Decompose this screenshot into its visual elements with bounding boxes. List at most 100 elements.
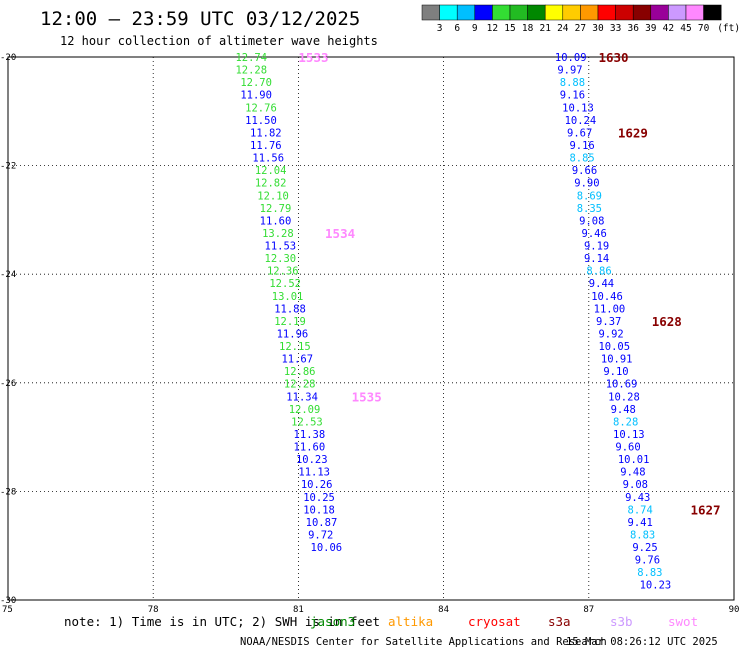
swh-label: 11.50 [245, 115, 277, 127]
swh-label: 9.97 [557, 64, 582, 76]
swh-label: 12.79 [260, 203, 292, 215]
pass-label: 1534 [325, 226, 355, 241]
swh-label: 9.41 [628, 517, 653, 529]
colorbar-swatch [527, 4, 546, 21]
swh-label: 9.66 [572, 165, 597, 177]
swh-label: 11.00 [594, 303, 626, 315]
colorbar-level: 33 [610, 23, 621, 34]
swh-label: 12.76 [245, 102, 277, 114]
footer-timestamp: 15 Mar 08:26:12 UTC 2025 [566, 636, 718, 648]
colorbar-level: 15 [504, 23, 515, 34]
colorbar-swatch [509, 4, 528, 21]
swh-label: 11.96 [277, 328, 309, 340]
pass-label: 1533 [298, 50, 328, 65]
swh-label: 9.44 [589, 278, 614, 290]
colorbar-unit: (ft) [717, 23, 740, 34]
colorbar-level: 21 [539, 23, 551, 34]
y-tick-label: -26 [0, 379, 16, 389]
satellite-s3a: s3a [548, 614, 571, 629]
swh-label: 9.90 [574, 177, 599, 189]
x-tick-label: 90 [729, 605, 740, 615]
swh-label: 11.90 [240, 89, 272, 101]
swh-label: 10.69 [606, 378, 638, 390]
satellite-jason3: jason3 [310, 614, 355, 629]
y-tick-label: -24 [0, 270, 16, 280]
chart-subtitle: 12 hour collection of altimeter wave hei… [60, 34, 378, 48]
colorbar-swatch [492, 4, 511, 21]
colorbar-level: 39 [645, 23, 657, 34]
swh-label: 9.76 [635, 554, 660, 566]
swh-label: 12.15 [279, 341, 311, 353]
colorbar-level: 42 [663, 23, 674, 34]
pass-label: 1535 [352, 389, 382, 404]
satellite-altika: altika [388, 614, 433, 629]
y-tick-label: -30 [0, 596, 16, 606]
colorbar-level: 18 [522, 23, 534, 34]
swh-label: 10.06 [311, 542, 343, 554]
colorbar-level: 27 [575, 23, 586, 34]
colorbar-swatch [615, 4, 634, 21]
x-tick-label: 78 [148, 605, 159, 615]
swh-label: 8.28 [613, 416, 638, 428]
swh-value-labels: 12.7412.2812.7011.9012.7611.5011.8211.76… [235, 52, 671, 591]
swh-label: 12.04 [255, 165, 287, 177]
swh-label: 11.76 [250, 140, 282, 152]
swh-label: 9.16 [560, 89, 585, 101]
swh-label: 11.60 [294, 441, 326, 453]
swh-label: 12.86 [284, 366, 316, 378]
colorbar-level: 9 [472, 23, 478, 34]
swh-label: 12.28 [284, 378, 316, 390]
swh-label: 8.83 [630, 529, 655, 541]
swh-label: 9.08 [579, 215, 604, 227]
swh-label: 12.52 [269, 278, 301, 290]
colorbar-level: 12 [487, 23, 498, 34]
colorbar-level: 45 [680, 23, 691, 34]
swh-label: 12.19 [274, 316, 306, 328]
colorbar-swatch [421, 4, 440, 21]
swh-label: 9.92 [598, 328, 623, 340]
colorbar-level: 6 [454, 23, 460, 34]
swh-label: 10.09 [555, 52, 587, 64]
swh-label: 8.86 [586, 265, 611, 277]
swh-label: 10.23 [640, 579, 672, 591]
swh-label: 9.37 [596, 316, 621, 328]
x-tick-label: 84 [438, 605, 449, 615]
swh-label: 10.26 [301, 479, 333, 491]
swh-label: 10.24 [565, 115, 597, 127]
satellite-legend: jason3 altika cryosat s3a s3b swot [310, 614, 698, 629]
swh-label: 9.10 [603, 366, 628, 378]
swh-label: 10.18 [303, 504, 335, 516]
pass-label: 1628 [652, 314, 682, 329]
swh-label: 8.85 [569, 152, 594, 164]
swh-label: 9.60 [615, 441, 640, 453]
swh-label: 12.53 [291, 416, 323, 428]
satellite-s3b: s3b [610, 614, 633, 629]
y-tick-label: -28 [0, 487, 16, 497]
chart-title: 12:00 — 23:59 UTC 03/12/2025 [40, 8, 360, 30]
colorbar-level: 70 [698, 23, 710, 34]
colorbar-swatch [456, 4, 476, 21]
swh-label: 8.88 [560, 77, 585, 89]
swh-label: 9.25 [632, 542, 657, 554]
satellite-cryosat: cryosat [468, 614, 521, 629]
swh-label: 9.46 [582, 228, 607, 240]
colorbar-legend: 3 6 9 12 15 18 21 24 27 30 33 36 39 42 45 70 (ft) [421, 4, 740, 34]
swh-label: 11.34 [286, 391, 318, 403]
swh-label: 9.67 [567, 127, 592, 139]
swh-label: 9.16 [569, 140, 594, 152]
swh-label: 8.83 [637, 567, 662, 579]
colorbar-level: 36 [627, 23, 639, 34]
swh-label: 8.35 [577, 203, 602, 215]
swh-label: 10.13 [613, 429, 645, 441]
swh-label: 10.91 [601, 353, 633, 365]
swh-label: 12.36 [267, 265, 299, 277]
swh-label: 11.88 [274, 303, 306, 315]
swh-label: 10.01 [618, 454, 650, 466]
swh-label: 12.74 [235, 52, 267, 64]
swh-label: 10.25 [303, 492, 335, 504]
colorbar-swatch [439, 4, 458, 21]
pass-label: 1627 [690, 502, 720, 517]
y-tick-label: -22 [0, 162, 16, 172]
swh-label: 9.48 [611, 404, 636, 416]
